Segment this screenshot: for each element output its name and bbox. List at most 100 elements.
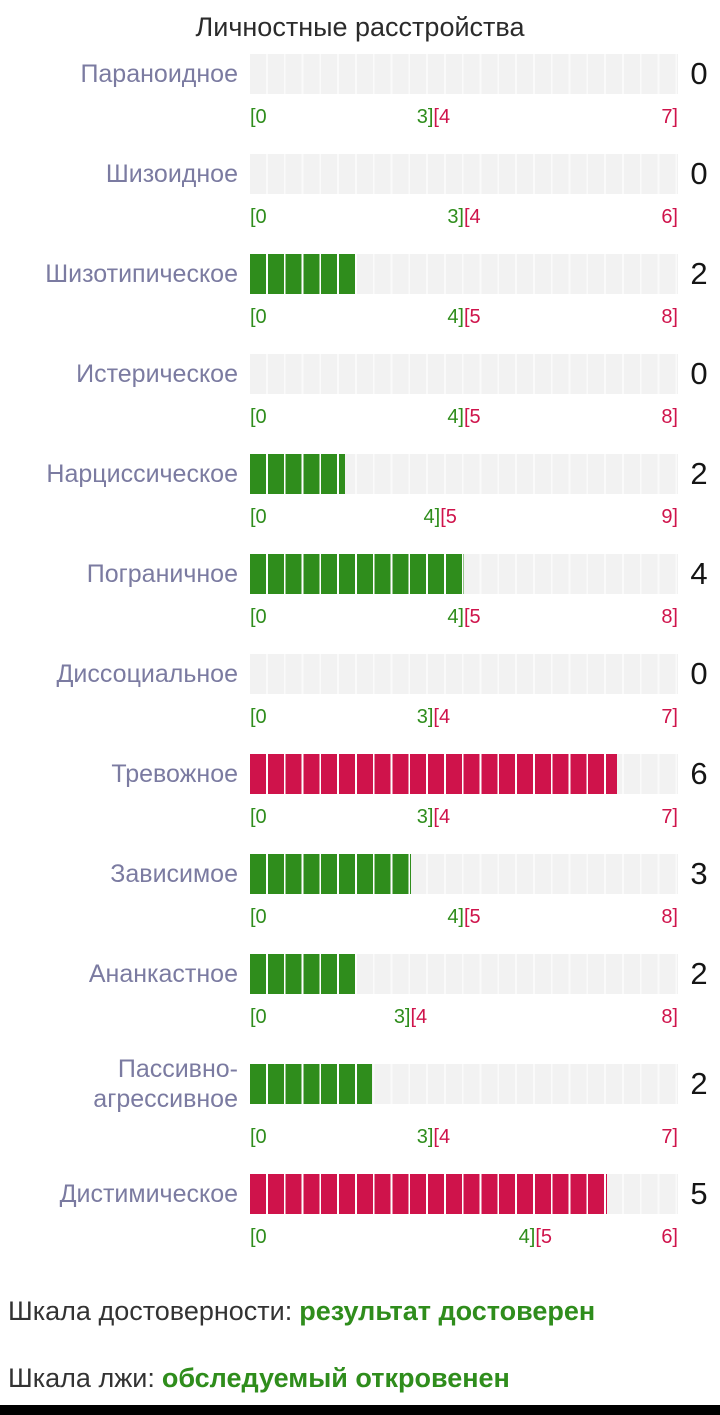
- scale-min-label: [0: [250, 206, 267, 228]
- bar-track: [250, 254, 678, 294]
- scale-normal-end-label: 4]: [447, 606, 464, 628]
- scale-line: [0 4][5 6]: [250, 1226, 678, 1248]
- bar-track: [250, 154, 678, 194]
- scale-boundary: 3][4: [394, 1006, 427, 1029]
- scale-max-label: 7]: [661, 106, 678, 128]
- bar-fill: [250, 554, 464, 594]
- scale-normal-end-label: 4]: [518, 1226, 536, 1248]
- scale-min-label: [0: [250, 1126, 267, 1148]
- scale-max-label: 6]: [661, 206, 678, 228]
- bar-fill: [250, 254, 357, 294]
- lie-scale-result: обследуемый откровенен: [161, 1363, 510, 1393]
- scale-min-label: [0: [250, 1226, 267, 1248]
- scale-line: [0 4][5 9]: [250, 506, 678, 528]
- disorder-label: Шизоидное: [105, 160, 238, 188]
- scale-max-label: 7]: [661, 706, 678, 728]
- scale-elevated-start-label: [5: [464, 906, 481, 928]
- validity-scale-result: результат достоверен: [299, 1296, 596, 1326]
- scale-max-label: 8]: [661, 1006, 678, 1028]
- disorder-row: Шизотипическое 2 [0 4][5 8]: [0, 254, 720, 328]
- scale-normal-end-label: 3]: [416, 806, 434, 828]
- bottom-black-bar: [0, 1405, 720, 1415]
- validity-scale-line: Шкала достоверности: результат достоверен: [8, 1296, 712, 1327]
- bar-line: Тревожное 6: [0, 754, 720, 794]
- scale-min-label: [0: [250, 706, 267, 728]
- scale-max-label: 8]: [661, 406, 678, 428]
- scale-line: [0 4][5 8]: [250, 606, 678, 628]
- page-title: Личностные расстройства: [195, 12, 525, 42]
- scale-normal-end-label: 3]: [393, 1006, 411, 1028]
- scale-max-label: 8]: [661, 306, 678, 328]
- bar-line: Шизоидное 0: [0, 154, 720, 194]
- scale-elevated-start-label: [4: [410, 1006, 428, 1028]
- scale-boundary: 4][5: [447, 306, 480, 329]
- disorder-row: Тревожное 6 [0 3][4 7]: [0, 754, 720, 828]
- bar-line: Нарциссическое 2: [0, 454, 720, 494]
- bar-fill: [250, 454, 346, 494]
- scale-elevated-start-label: [4: [433, 806, 451, 828]
- disorder-row: Пассивно-агрессивное 2 [0 3][4 7]: [0, 1054, 720, 1148]
- disorder-label: Дистимическое: [59, 1180, 238, 1208]
- scale-min-label: [0: [250, 606, 267, 628]
- scale-min-label: [0: [250, 106, 267, 128]
- disorder-label: Пограничное: [86, 560, 238, 588]
- disorder-label: Параноидное: [80, 60, 238, 88]
- scale-normal-end-label: 3]: [416, 1126, 434, 1148]
- scale-max-label: 7]: [661, 806, 678, 828]
- scale-boundary: 4][5: [424, 506, 457, 529]
- disorder-row: Шизоидное 0 [0 3][4 6]: [0, 154, 720, 228]
- bar-track: [250, 54, 678, 94]
- scale-boundary: 4][5: [447, 906, 480, 929]
- bar-line: Ананкастное 2: [0, 954, 720, 994]
- disorder-score: 2: [690, 456, 708, 491]
- disorder-score: 4: [690, 556, 708, 591]
- disorder-row: Диссоциальное 0 [0 3][4 7]: [0, 654, 720, 728]
- disorder-label: Истерическое: [76, 360, 238, 388]
- disorder-label: Шизотипическое: [45, 260, 238, 288]
- scale-line: [0 3][4 8]: [250, 1006, 678, 1028]
- scale-normal-end-label: 4]: [423, 506, 441, 528]
- bar-line: Истерическое 0: [0, 354, 720, 394]
- disorder-score: 0: [690, 56, 708, 91]
- bar-track: [250, 954, 678, 994]
- disorder-row: Ананкастное 2 [0 3][4 8]: [0, 954, 720, 1028]
- disorder-row: Истерическое 0 [0 4][5 8]: [0, 354, 720, 428]
- scale-line: [0 4][5 8]: [250, 906, 678, 928]
- disorder-score: 5: [690, 1176, 708, 1211]
- bar-line: Пассивно-агрессивное 2: [0, 1054, 720, 1114]
- scale-boundary: 3][4: [417, 1126, 450, 1149]
- disorder-row: Зависимое 3 [0 4][5 8]: [0, 854, 720, 928]
- scale-min-label: [0: [250, 906, 267, 928]
- scale-elevated-start-label: [4: [433, 106, 451, 128]
- scale-max-label: 8]: [661, 606, 678, 628]
- disorder-label: Ананкастное: [88, 960, 238, 988]
- bar-fill: [250, 954, 357, 994]
- disorder-score: 0: [690, 156, 708, 191]
- disorder-label: Пассивно-агрессивное: [93, 1055, 238, 1113]
- results-summary: Шкала достоверности: результат достоверен…: [0, 1296, 720, 1394]
- bar-track: [250, 1174, 678, 1214]
- scale-boundary: 3][4: [417, 106, 450, 129]
- bar-track: [250, 754, 678, 794]
- scale-max-label: 8]: [661, 906, 678, 928]
- scale-min-label: [0: [250, 306, 267, 328]
- scale-boundary: 4][5: [519, 1226, 552, 1249]
- bar-fill: [250, 754, 617, 794]
- bar-track: [250, 654, 678, 694]
- bar-fill: [250, 854, 411, 894]
- bar-line: Параноидное 0: [0, 54, 720, 94]
- validity-scale-label: Шкала достоверности:: [8, 1296, 293, 1326]
- disorder-score: 2: [690, 256, 708, 291]
- bar-track: [250, 354, 678, 394]
- scale-normal-end-label: 3]: [447, 206, 464, 228]
- bar-line: Дистимическое 5: [0, 1174, 720, 1214]
- disorder-label: Зависимое: [110, 860, 238, 888]
- scale-elevated-start-label: [5: [464, 306, 481, 328]
- scale-line: [0 3][4 7]: [250, 706, 678, 728]
- scale-line: [0 3][4 7]: [250, 1126, 678, 1148]
- scale-max-label: 6]: [661, 1226, 678, 1248]
- bar-line: Пограничное 4: [0, 554, 720, 594]
- scale-boundary: 4][5: [447, 606, 480, 629]
- scale-elevated-start-label: [5: [535, 1226, 553, 1248]
- scale-boundary: 3][4: [417, 806, 450, 829]
